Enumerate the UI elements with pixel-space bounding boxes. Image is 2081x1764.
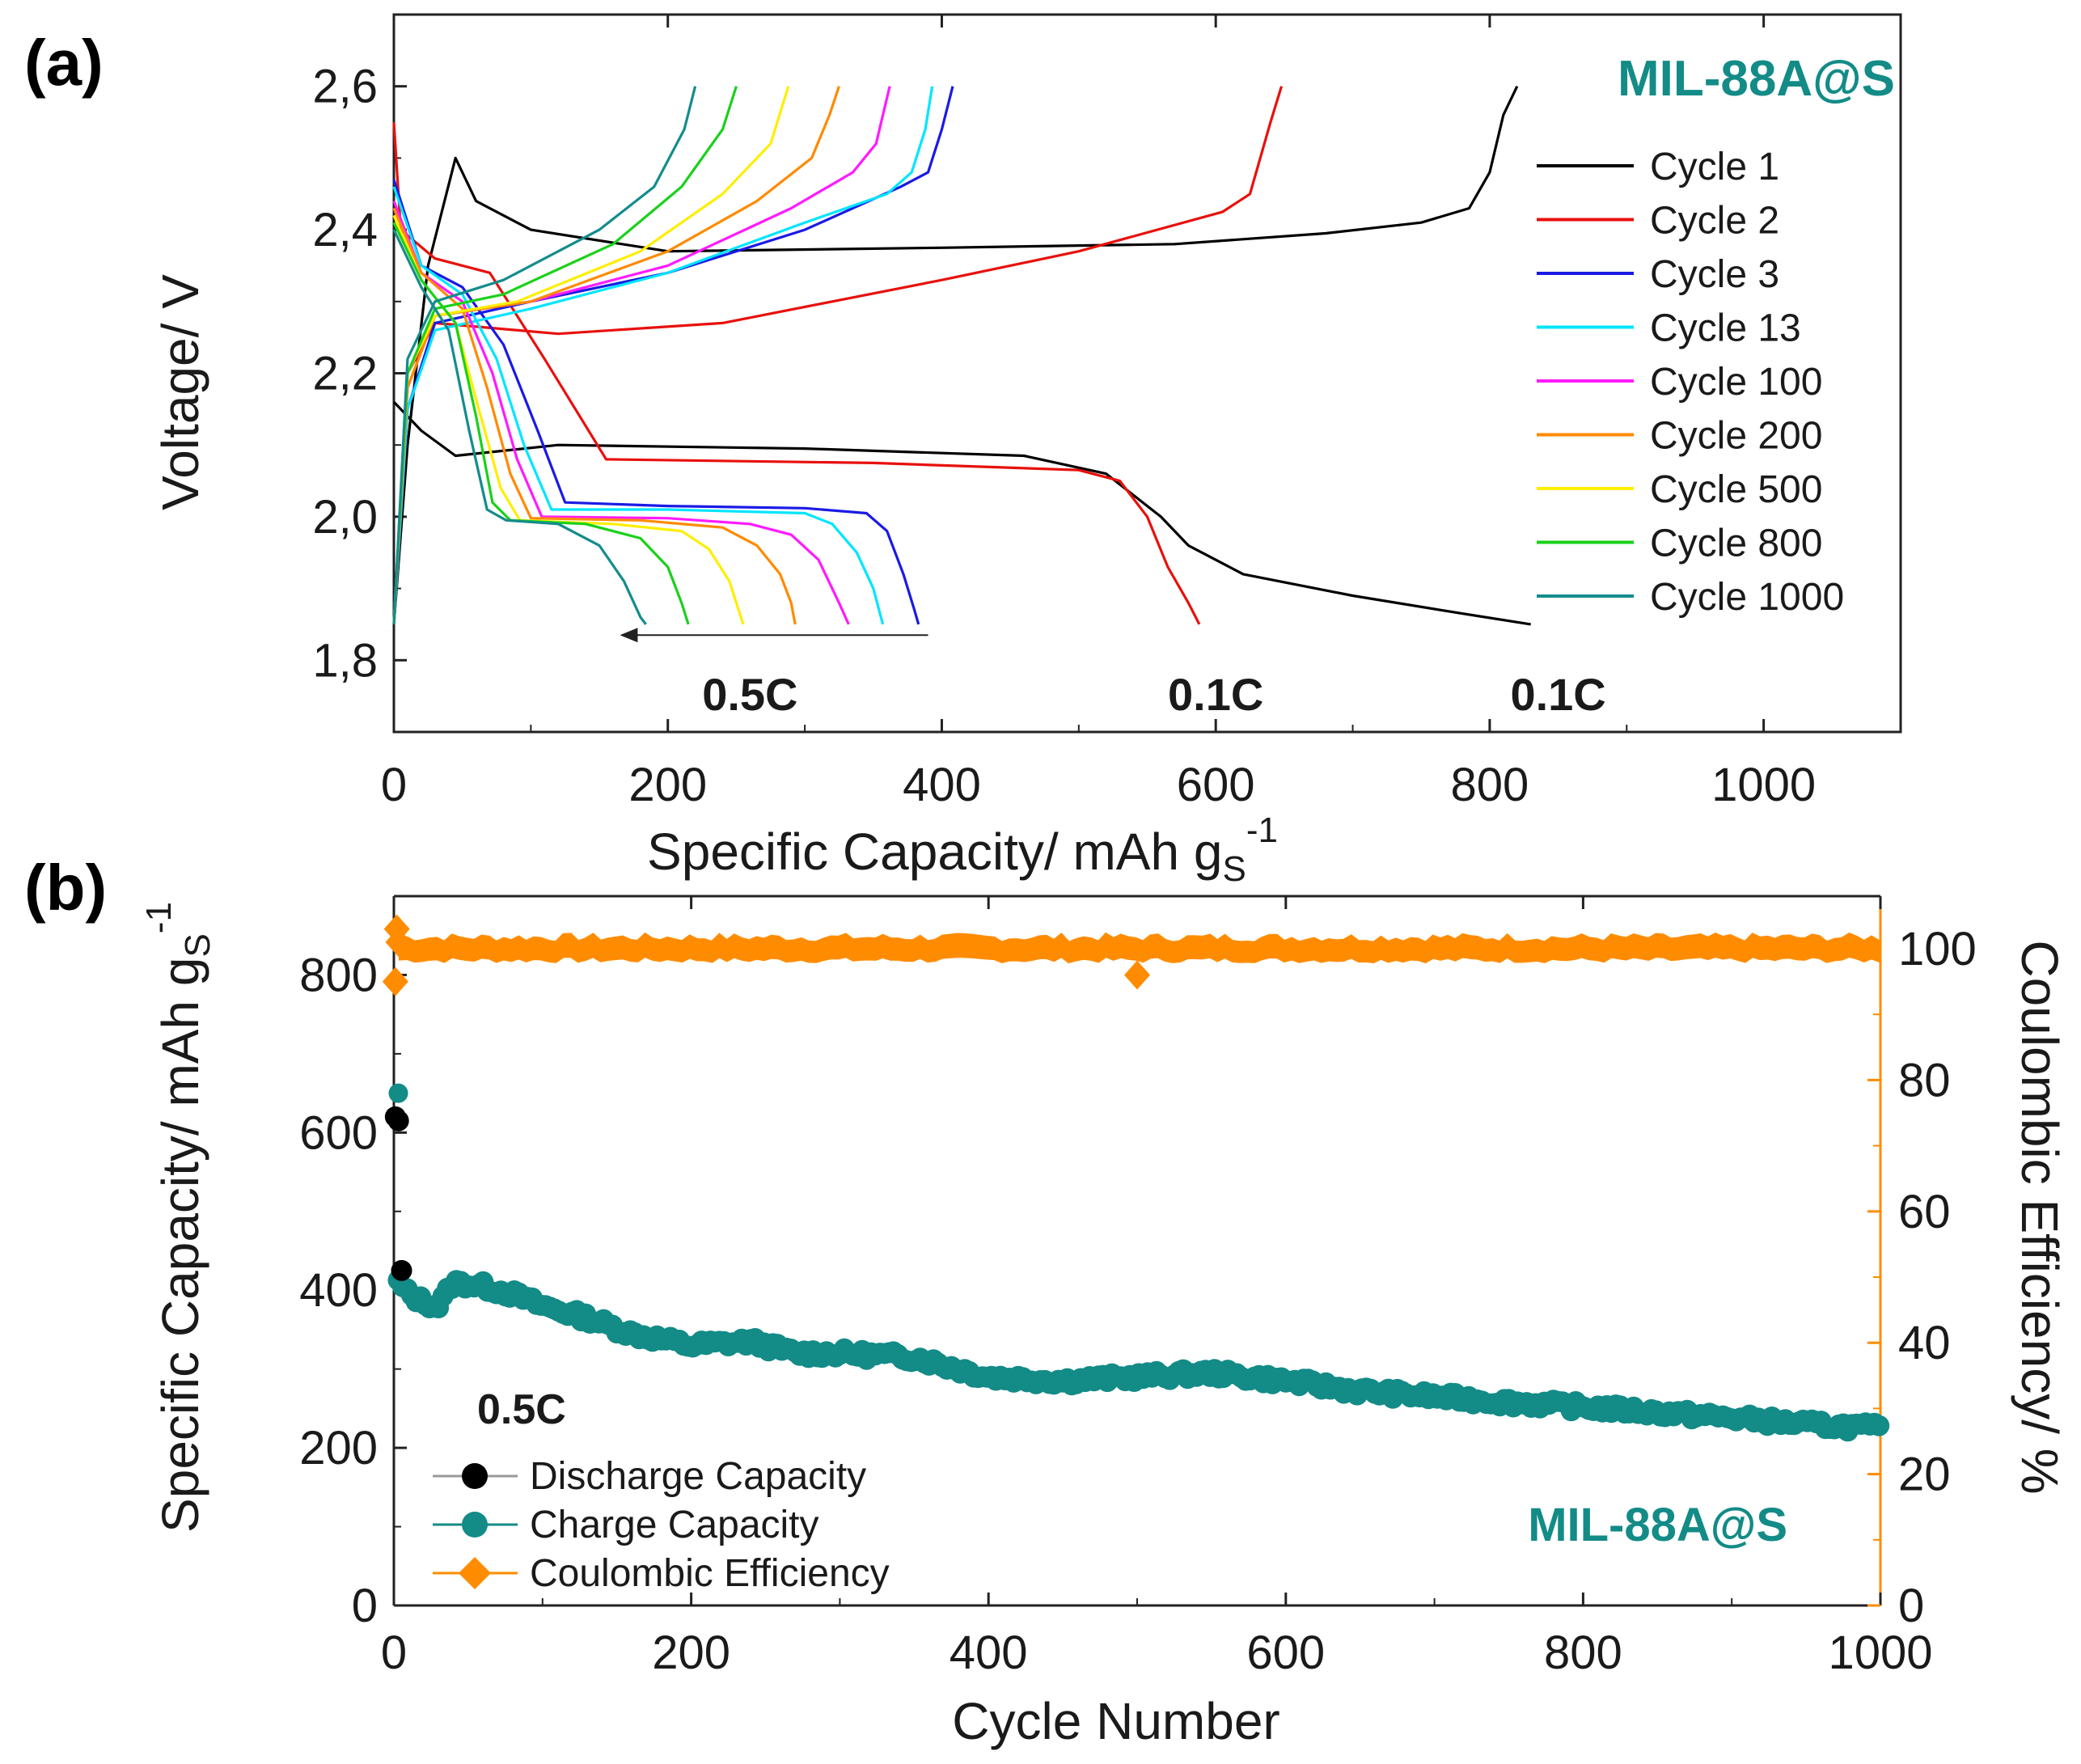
arrow-head [620, 628, 638, 643]
panel-b-x-tick-label: 800 [1544, 1627, 1622, 1679]
legend-label-cycle-500: Cycle 500 [1650, 468, 1822, 511]
panel-b-charge-series [387, 1083, 1890, 1442]
cycle-2-charge-curve [392, 86, 1284, 624]
panel-a-y-tick-label: 2,6 [312, 61, 378, 113]
cycle-2-discharge-curve [392, 121, 1201, 625]
panel-b-y-tick-label: 0 [352, 1580, 378, 1632]
panel-a-x-ticks: 0 200 400 600 800 1000 [381, 15, 1816, 811]
cycle-1000-charge-curve [392, 86, 697, 624]
panel-b-y2-tick-label: 80 [1898, 1054, 1951, 1106]
panel-b-cycling: (b) 0 200 400 600 800 1000 0 200 400 600 800 0 20 4… [24, 852, 2069, 1750]
legend-label-charge: Charge Capacity [530, 1504, 819, 1546]
ce-band [398, 932, 1880, 964]
charge-point [388, 1083, 408, 1103]
panel-a-x-axis-label: Specific Capacity/ mAh gS-1 [647, 810, 1278, 889]
cycle-1-discharge-curve [392, 400, 1531, 626]
panel-a-x-tick-label: 200 [628, 759, 707, 811]
ce-point [382, 967, 408, 996]
panel-a-y-ticks: 1,8 2,0 2,2 2,4 2,6 [312, 14, 407, 733]
panel-b-rate-label: 0.5C [477, 1386, 566, 1433]
panel-a-label: (a) [24, 27, 104, 99]
cycle-1000-discharge-curve [392, 229, 647, 625]
panel-b-label: (b) [24, 852, 107, 924]
rate-label: 0.5C [702, 669, 797, 720]
cycle-100-charge-curve [392, 86, 891, 624]
cycle-200-discharge-curve [392, 207, 797, 625]
panel-b-x-tick-label: 0 [381, 1627, 407, 1679]
legend-label-cycle-2: Cycle 2 [1650, 200, 1779, 243]
cycle-200-charge-curve [392, 86, 840, 624]
panel-b-y-tick-label: 600 [299, 1106, 378, 1159]
panel-a-annotations: 0.5C 0.1C 0.1C [620, 628, 1606, 720]
panel-b-x-tick-label: 1000 [1828, 1627, 1932, 1679]
legend-label-cycle-1000: Cycle 1000 [1650, 576, 1844, 619]
ce-point [385, 927, 412, 957]
legend-label-cycle-3: Cycle 3 [1650, 253, 1779, 296]
panel-b-y2-axis-label: Coulombic Efficiency/ % [2011, 940, 2069, 1494]
cycle-13-charge-curve [392, 86, 934, 625]
panel-a-x-tick-label: 0 [381, 759, 407, 811]
panel-b-y2-tick-label: 40 [1898, 1317, 1951, 1369]
panel-b-y2-tick-label: 20 [1898, 1449, 1951, 1501]
panel-b-x-tick-label: 400 [950, 1627, 1028, 1679]
panel-a-legend: Cycle 1 Cycle 2 Cycle 3 Cycle 13 Cycle 100 Cy… [1537, 146, 1844, 619]
panel-a-y-tick-label: 1,8 [312, 634, 378, 687]
discharge-point [387, 1110, 409, 1132]
panel-a-y-axis-label: Voltage/ V [151, 274, 209, 510]
panel-a-y-tick-label: 2,0 [312, 491, 378, 544]
panel-b-y2-tick-label: 0 [1898, 1580, 1924, 1632]
panel-b-y-tick-label: 400 [299, 1264, 378, 1317]
panel-b-y-tick-label: 800 [299, 949, 378, 1001]
panel-a-x-tick-label: 1000 [1711, 759, 1816, 811]
ce-point [1124, 960, 1150, 990]
panel-a-curves [392, 86, 1531, 626]
cycle-1-charge-curve [392, 86, 1519, 625]
rate-label: 0.1C [1168, 669, 1263, 720]
panel-b-y-tick-label: 200 [299, 1422, 378, 1474]
panel-b-y2-ticks: 0 20 40 60 80 100 [1867, 923, 1977, 1632]
cycle-500-discharge-curve [392, 214, 745, 625]
panel-b-x-ticks: 0 200 400 600 800 1000 [381, 896, 1933, 1679]
cycle-3-discharge-curve [392, 179, 920, 625]
legend-marker-ce [459, 1557, 491, 1589]
panel-b-y-ticks: 0 200 400 600 800 [299, 949, 407, 1632]
panel-b-x-tick-label: 200 [652, 1627, 730, 1679]
legend-label-ce: Coulombic Efficiency [530, 1552, 890, 1595]
legend-label-cycle-13: Cycle 13 [1650, 307, 1801, 350]
charge-point [1868, 1415, 1890, 1436]
cycle-13-discharge-curve [392, 186, 885, 625]
panel-b-legend: Discharge Capacity Charge Capacity Coulomb… [433, 1455, 890, 1595]
cycle-800-charge-curve [392, 86, 738, 624]
panel-a-x-tick-label: 800 [1451, 759, 1529, 811]
panel-b-y-axis-label: Specific Capacity/ mAh gS-1 [139, 902, 218, 1533]
panel-b-x-tick-label: 600 [1246, 1627, 1325, 1679]
panel-b-sample-label: MIL-88A@S [1528, 1499, 1787, 1551]
legend-label-cycle-200: Cycle 200 [1650, 415, 1822, 458]
rate-label: 0.1C [1510, 669, 1605, 720]
cycle-800-discharge-curve [392, 222, 690, 625]
panel-b-coulombic-efficiency-series [382, 914, 1880, 996]
panel-a-x-tick-label: 400 [903, 759, 981, 811]
panel-a-sample-label: MIL-88A@S [1618, 51, 1895, 107]
legend-label-cycle-100: Cycle 100 [1650, 361, 1822, 404]
panel-a-x-tick-label: 600 [1177, 759, 1255, 811]
legend-label-cycle-1: Cycle 1 [1650, 146, 1779, 188]
panel-a-y-tick-label: 2,2 [312, 348, 378, 400]
panel-a-y-tick-label: 2,4 [312, 204, 378, 256]
legend-label-cycle-800: Cycle 800 [1650, 522, 1822, 565]
panel-b-x-axis-label: Cycle Number [952, 1692, 1279, 1750]
legend-marker-charge [462, 1512, 488, 1538]
panel-a-voltage-profiles: (a) 0 200 400 600 800 1000 1,8 2,0 2,2 2,4 2,6 Cy… [24, 13, 1902, 889]
legend-label-discharge: Discharge Capacity [530, 1455, 866, 1498]
panel-b-y2-tick-label: 60 [1898, 1186, 1951, 1238]
panel-b-discharge-series [384, 1106, 412, 1281]
panel-b-y2-tick-label: 100 [1898, 923, 1977, 975]
discharge-point [391, 1259, 412, 1281]
cycle-100-discharge-curve [392, 201, 850, 625]
legend-marker-discharge [462, 1463, 488, 1489]
